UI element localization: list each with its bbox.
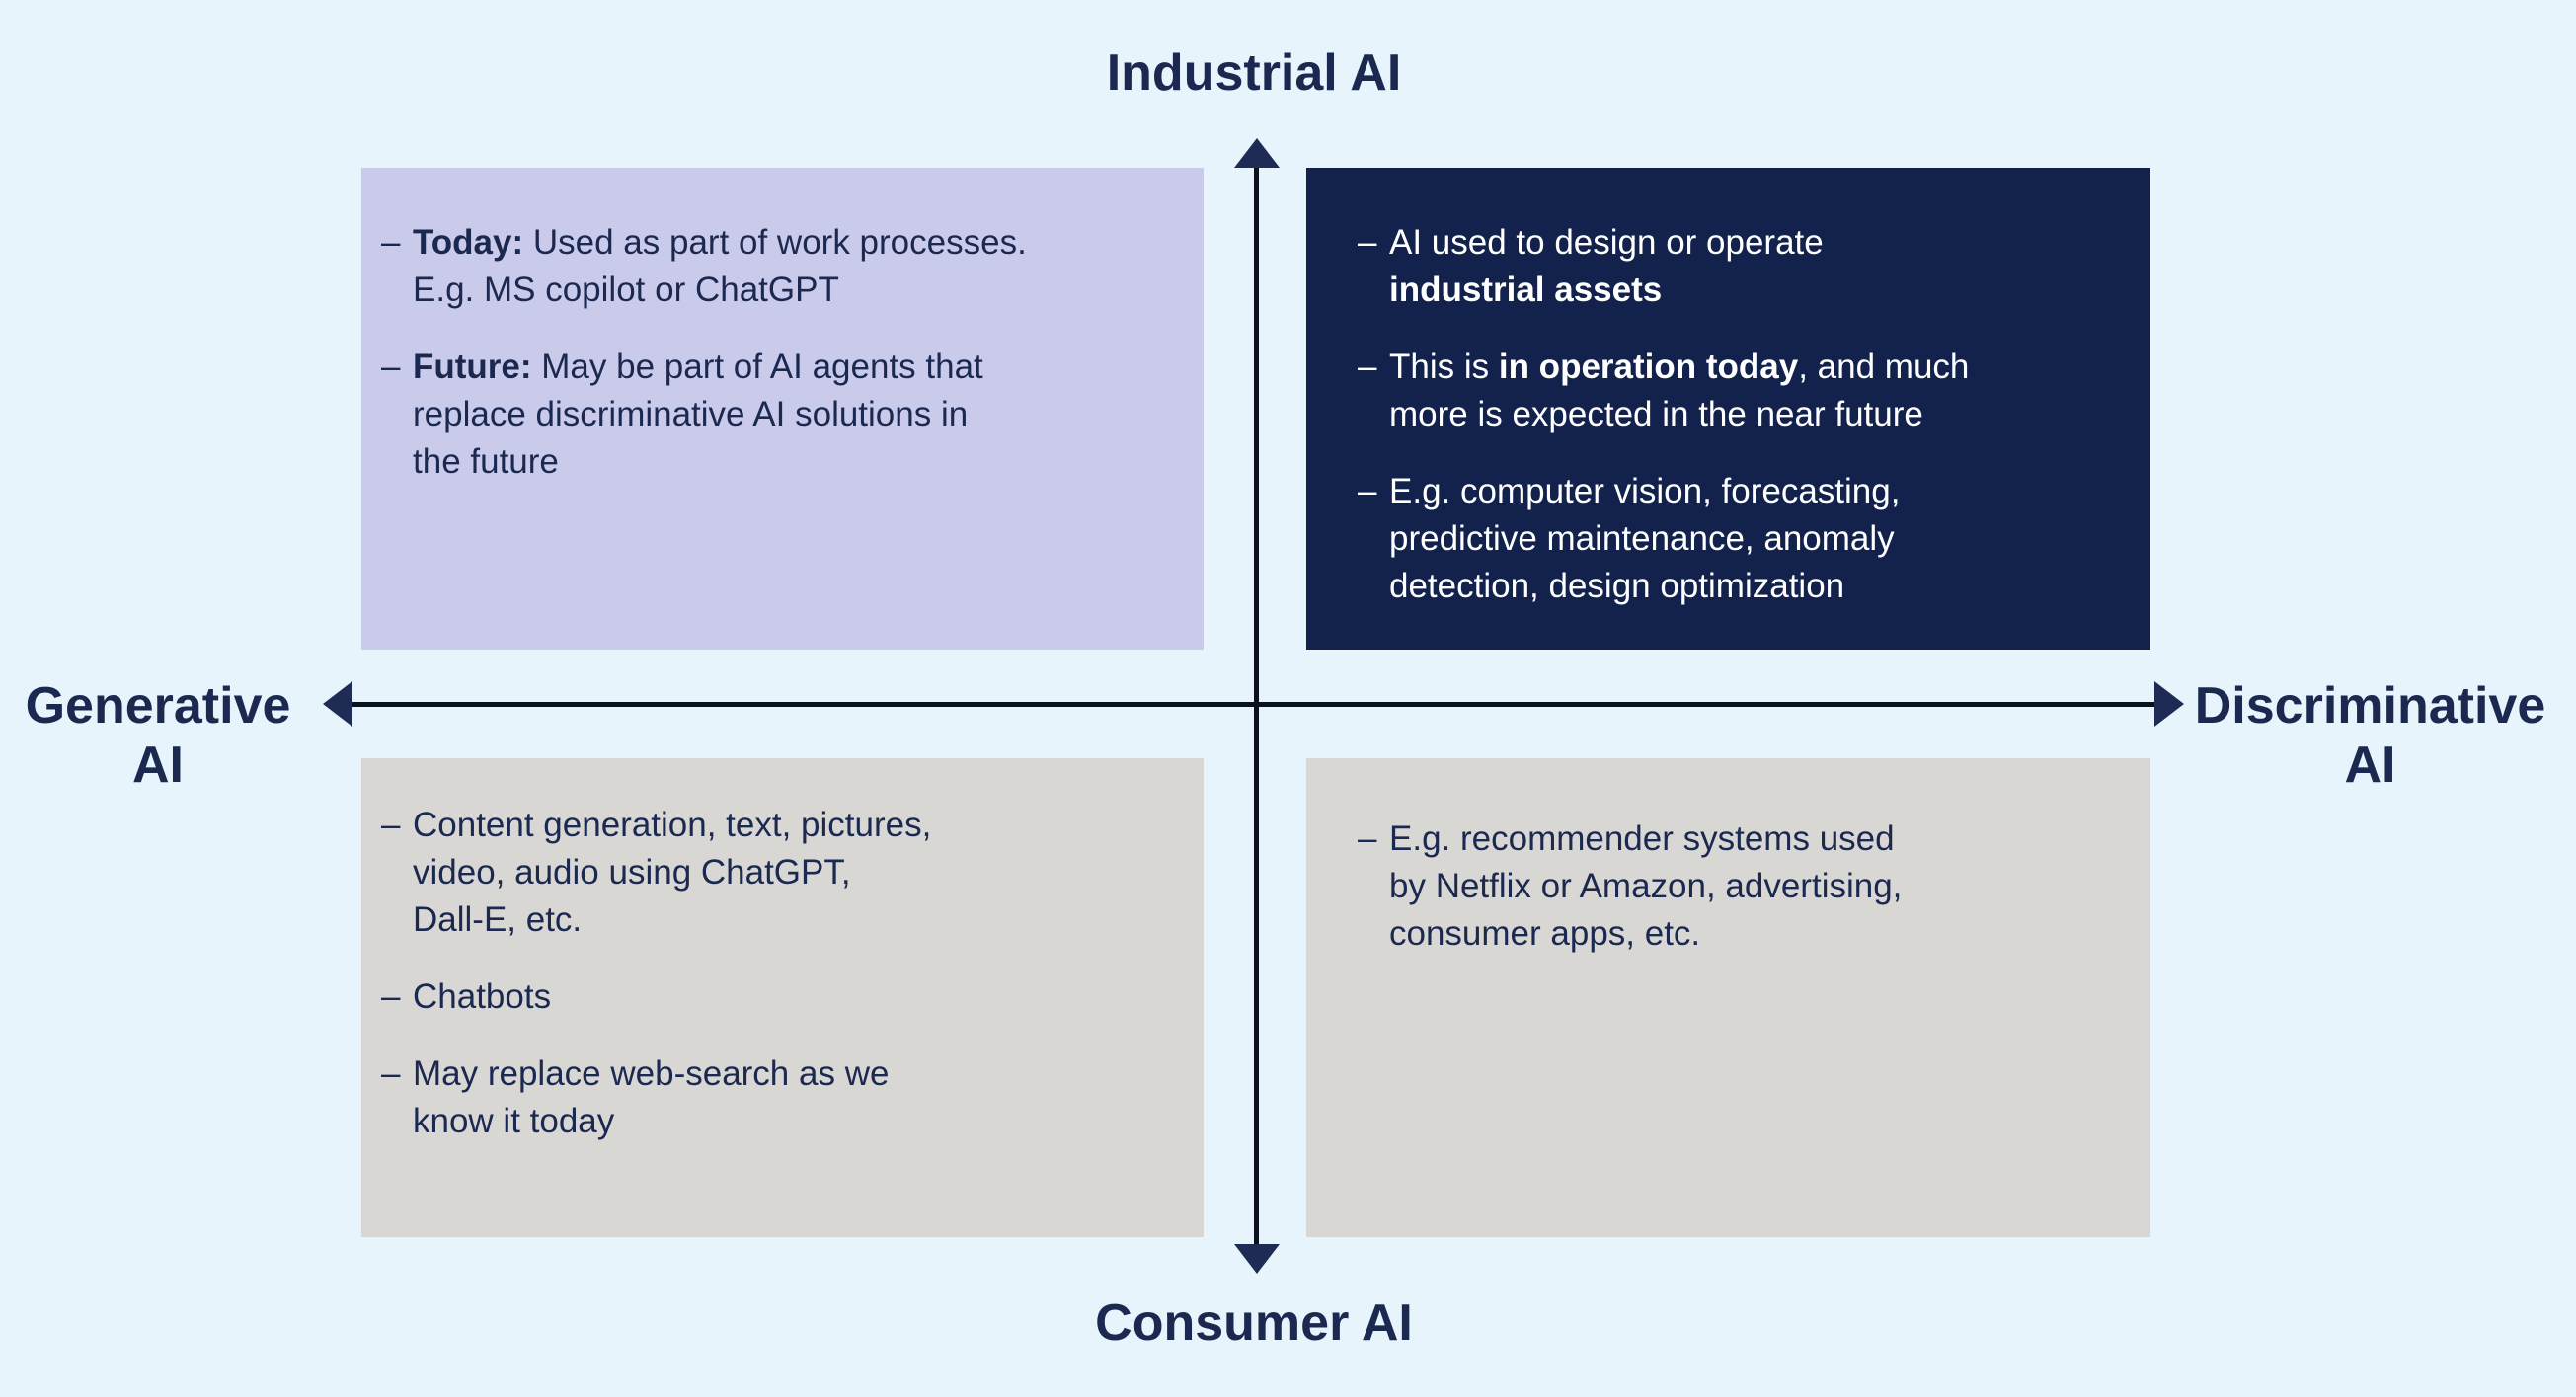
bullet-dash: – xyxy=(1358,223,1377,262)
arrowhead-left-icon xyxy=(323,681,352,727)
axis-label-discriminative-line1: Discriminative xyxy=(2194,677,2546,735)
axis-label-discriminative-ai: Discriminative AI xyxy=(2164,676,2576,795)
bullet-text: Today: Used as part of work processes. E… xyxy=(413,223,1027,309)
axis-label-industrial-ai: Industrial AI xyxy=(1106,44,1402,102)
bullet-text: Chatbots xyxy=(413,977,552,1016)
bullet-text: This is in operation today, and much mor… xyxy=(1389,348,1970,433)
arrowhead-up-icon xyxy=(1234,138,1280,168)
axis-label-generative-line2: AI xyxy=(132,737,184,794)
quadrant-top-right-discriminative-industrial: – AI used to design or operate industrial… xyxy=(1306,168,2150,650)
bullet-text: AI used to design or operate industrial … xyxy=(1389,223,1824,309)
bullet-item: – Today: Used as part of work processes. … xyxy=(381,219,1166,314)
bullet-item: – May replace web-search as we know it to… xyxy=(381,1050,1166,1145)
bullet-text: E.g. recommender systems used by Netflix… xyxy=(1389,819,1903,953)
bullet-item: – Future: May be part of AI agents that r… xyxy=(381,344,1166,486)
bullet-dash: – xyxy=(381,1054,401,1093)
bullet-item: – AI used to design or operate industrial… xyxy=(1358,219,2121,314)
bullet-dash: – xyxy=(381,348,401,386)
quadrant-bottom-left-generative-consumer: – Content generation, text, pictures, vid… xyxy=(361,758,1204,1237)
bullet-text: E.g. computer vision, forecasting, predi… xyxy=(1389,472,1901,605)
bullet-item: – Chatbots xyxy=(381,973,1166,1021)
bullet-dash: – xyxy=(1358,348,1377,386)
bullet-dash: – xyxy=(1358,819,1377,858)
quadrant-top-left-generative-industrial: – Today: Used as part of work processes. … xyxy=(361,168,1204,650)
bullet-dash: – xyxy=(381,977,401,1016)
axis-label-discriminative-line2: AI xyxy=(2344,737,2396,794)
bullet-item: – This is in operation today, and much mo… xyxy=(1358,344,2121,438)
axis-label-generative-line1: Generative xyxy=(25,677,291,735)
axis-label-consumer-ai: Consumer AI xyxy=(1095,1294,1413,1352)
bullet-item: – E.g. recommender systems used by Netfli… xyxy=(1358,815,2121,958)
bullet-text: May replace web-search as we know it tod… xyxy=(413,1054,890,1140)
arrowhead-right-icon xyxy=(2154,681,2184,727)
axis-label-generative-ai: Generative AI xyxy=(0,676,316,795)
bullet-text: Future: May be part of AI agents that re… xyxy=(413,348,983,481)
bullet-item: – Content generation, text, pictures, vid… xyxy=(381,802,1166,944)
bullet-dash: – xyxy=(381,223,401,262)
arrowhead-down-icon xyxy=(1234,1244,1280,1274)
bullet-dash: – xyxy=(1358,472,1377,510)
horizontal-axis-line xyxy=(349,702,2154,707)
bullet-text: Content generation, text, pictures, vide… xyxy=(413,806,932,939)
quadrant-bottom-right-discriminative-consumer: – E.g. recommender systems used by Netfli… xyxy=(1306,758,2150,1237)
bullet-item: – E.g. computer vision, forecasting, pred… xyxy=(1358,468,2121,610)
bullet-dash: – xyxy=(381,806,401,844)
